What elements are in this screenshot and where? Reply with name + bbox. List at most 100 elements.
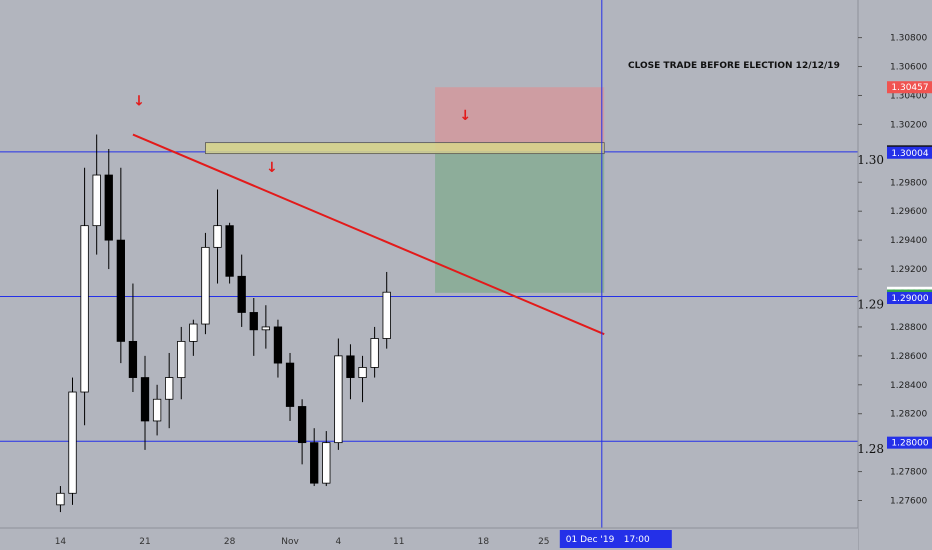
horizontal-levels bbox=[0, 142, 858, 442]
time-tick-label: 18 bbox=[478, 537, 490, 547]
candle-body-down bbox=[297, 406, 307, 444]
risk-zone bbox=[435, 87, 605, 152]
down-arrow-marker: ↓ bbox=[266, 160, 278, 176]
level-label: 1.30 bbox=[857, 153, 884, 167]
price-badge: 1.30457 bbox=[887, 81, 932, 94]
level-label: 1.29 bbox=[857, 298, 884, 312]
price-badge: 1.30004 bbox=[887, 146, 932, 159]
candle-body-up bbox=[261, 326, 271, 331]
price-tick-label: 1.28600 bbox=[890, 352, 927, 362]
time-tick-label: 21 bbox=[139, 537, 150, 547]
candle-body-up bbox=[189, 323, 198, 342]
price-tick-label: 1.28400 bbox=[890, 381, 927, 391]
candle bbox=[358, 355, 367, 403]
price-tick-label: 1.29400 bbox=[890, 236, 927, 246]
candle-body-up bbox=[358, 367, 367, 378]
candle bbox=[80, 167, 89, 426]
candle-body-down bbox=[273, 326, 283, 364]
descending-trendline bbox=[132, 133, 605, 336]
price-badge-text: 1.30004 bbox=[891, 149, 928, 159]
candle bbox=[189, 319, 198, 356]
candle bbox=[201, 232, 210, 335]
cursor-date-text: 01 Dec '19 bbox=[566, 535, 615, 545]
candle-body-up bbox=[56, 492, 65, 506]
candle bbox=[116, 167, 125, 364]
time-axis[interactable]: 142128Nov411182509: bbox=[0, 527, 858, 550]
candle-body-up bbox=[177, 340, 186, 378]
candlestick-series bbox=[56, 134, 391, 513]
candle bbox=[273, 319, 283, 378]
candle bbox=[285, 352, 295, 421]
price-badge: 1.29000 bbox=[887, 291, 932, 304]
trendline-layer[interactable] bbox=[132, 133, 605, 336]
price-tick-label: 1.27800 bbox=[890, 468, 927, 478]
price-badges: 1.304571.300141.300041.290361.290171.290… bbox=[887, 81, 932, 449]
price-tick-label: 1.29200 bbox=[890, 265, 927, 275]
candle-body-down bbox=[285, 362, 295, 407]
candle bbox=[297, 399, 307, 465]
candle bbox=[382, 271, 391, 349]
down-arrow-marker: ↓ bbox=[133, 94, 145, 110]
cursor-time-text: 17:00 bbox=[624, 535, 650, 545]
candle bbox=[152, 384, 162, 436]
candle-body-up bbox=[152, 398, 162, 422]
candle-body-up bbox=[92, 174, 101, 227]
time-tick-label: Nov bbox=[281, 537, 299, 547]
price-badge-text: 1.28000 bbox=[891, 439, 928, 449]
candle bbox=[261, 305, 271, 349]
candle bbox=[225, 222, 234, 284]
candle-body-up bbox=[213, 225, 222, 248]
price-tick-label: 1.29800 bbox=[890, 178, 927, 188]
cursor-date-badge-bg bbox=[559, 530, 672, 548]
time-tick-label: 14 bbox=[55, 537, 67, 547]
price-tick-label: 1.28200 bbox=[890, 410, 927, 420]
candle-body-up bbox=[201, 246, 210, 325]
time-tick-label: 25 bbox=[538, 537, 549, 547]
time-tick-label: 4 bbox=[335, 537, 341, 547]
candle-body-up bbox=[322, 442, 331, 484]
candle bbox=[104, 148, 113, 270]
candle bbox=[322, 431, 331, 487]
candle-body-up bbox=[334, 355, 343, 444]
price-badge-text: 1.29000 bbox=[891, 294, 928, 304]
trade-zones bbox=[435, 87, 605, 293]
candle bbox=[68, 377, 77, 505]
candle-body-down bbox=[237, 275, 246, 313]
price-badge-bg bbox=[887, 146, 932, 159]
time-tick-label: 28 bbox=[224, 537, 236, 547]
candle-body-down bbox=[249, 312, 258, 331]
candle-body-down bbox=[225, 225, 234, 277]
candle bbox=[92, 134, 101, 255]
candle-body-up bbox=[68, 391, 77, 494]
price-tick-label: 1.30600 bbox=[890, 63, 927, 73]
candle bbox=[310, 428, 319, 487]
candle-body-down bbox=[128, 340, 138, 378]
price-tick-label: 1.30400 bbox=[890, 91, 927, 101]
candle bbox=[128, 283, 138, 393]
price-badge-bg bbox=[887, 291, 932, 304]
candle-body-down bbox=[346, 355, 355, 378]
price-tick-label: 1.30200 bbox=[890, 120, 927, 130]
price-badge-bg bbox=[887, 81, 932, 94]
candle-body-down bbox=[104, 174, 113, 241]
candle bbox=[249, 297, 258, 356]
cursor-date-badge: 01 Dec '19 17:00 bbox=[559, 530, 672, 548]
candle-body-up bbox=[382, 291, 391, 339]
price-badge-text: 1.30457 bbox=[891, 83, 928, 93]
down-arrow-marker: ↓ bbox=[459, 108, 471, 124]
candle bbox=[213, 189, 222, 284]
candle-body-down bbox=[310, 442, 319, 484]
time-tick-label: 11 bbox=[393, 537, 404, 547]
level-labels: 1.30 1.29 1.28 bbox=[857, 153, 884, 456]
candle-body-up bbox=[80, 225, 89, 393]
candle bbox=[370, 326, 379, 378]
candle bbox=[56, 486, 65, 513]
candle bbox=[237, 254, 246, 327]
candle bbox=[346, 344, 355, 400]
arrow-markers: ↓ ↓ ↓ bbox=[133, 94, 471, 177]
candle bbox=[334, 338, 343, 450]
price-tick-label: 1.27600 bbox=[890, 497, 927, 507]
sell-zone-box bbox=[205, 142, 605, 155]
level-label: 1.28 bbox=[857, 442, 884, 456]
